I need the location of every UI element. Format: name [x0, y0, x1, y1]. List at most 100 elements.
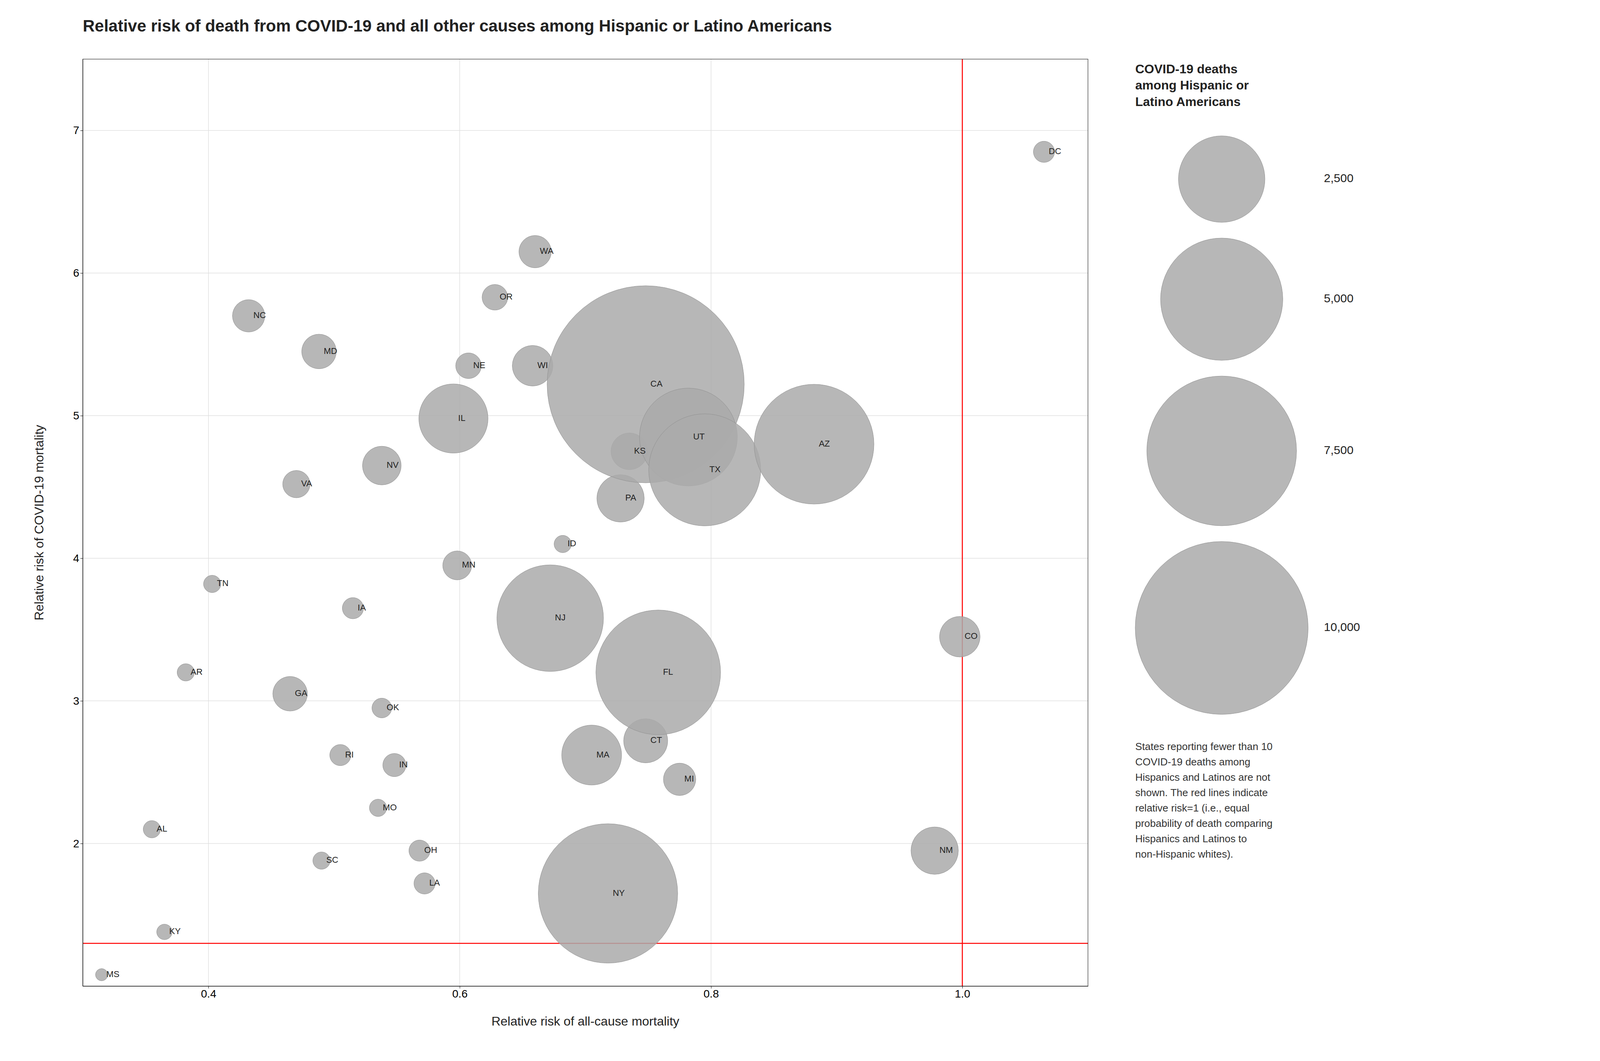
y-tick-mark: [80, 415, 83, 417]
grid-line-x: [459, 59, 461, 987]
y-tick: 5: [72, 409, 83, 422]
point-label: SC: [326, 854, 339, 865]
point-label: WI: [537, 360, 548, 371]
annotation-line: probability of death comparing: [1135, 817, 1273, 830]
annotation-line: shown. The red lines indicate: [1135, 786, 1268, 799]
grid-line-x: [962, 59, 963, 987]
legend-title-line: among Hispanic or: [1135, 78, 1249, 93]
legend-label: 5,000: [1324, 291, 1354, 305]
point-label: NY: [612, 888, 625, 898]
legend-title-line: Latino Americans: [1135, 94, 1241, 109]
annotation-line: Hispanics and Latinos to: [1135, 832, 1247, 845]
x-tick-label: 0.8: [703, 987, 719, 1001]
y-tick: 6: [72, 266, 83, 280]
x-tick: 0.8: [703, 986, 719, 1001]
y-tick-mark: [80, 273, 83, 274]
y-tick: 2: [72, 837, 83, 850]
legend-label: 10,000: [1324, 620, 1361, 634]
bubble: [497, 564, 604, 672]
y-tick: 3: [72, 694, 83, 708]
x-tick: 0.4: [201, 986, 217, 1001]
bubble: [939, 616, 980, 658]
x-axis-title: Relative risk of all-cause mortality: [491, 1014, 680, 1029]
legend-label: 7,500: [1324, 443, 1354, 457]
point-label: TX: [709, 464, 721, 475]
point-label: RI: [344, 749, 354, 760]
point-label: FL: [663, 666, 674, 677]
y-tick-mark: [80, 700, 83, 702]
point-label: MI: [684, 773, 694, 784]
plot-area: [82, 59, 1088, 987]
legend-bubble: [1135, 541, 1309, 715]
y-tick-label: 5: [72, 409, 80, 422]
point-label: TN: [216, 578, 229, 589]
point-label: IN: [399, 759, 408, 770]
title: Relative risk of death from COVID-19 and…: [82, 16, 833, 36]
annotation-line: States reporting fewer than 10: [1135, 740, 1273, 753]
legend-label: 2,500: [1324, 171, 1354, 185]
grid-line-y: [82, 700, 1088, 702]
y-tick: 4: [72, 552, 83, 565]
point-label: GA: [294, 688, 308, 699]
grid: [82, 59, 1088, 987]
bubble: [648, 413, 761, 526]
point-label: ID: [567, 538, 577, 549]
point-labels: MSKYALARTNNCGAVAMDSCIARINVOKINMOOHLAILMN…: [106, 146, 1062, 980]
annotation-line: COVID-19 deaths among: [1135, 756, 1251, 768]
legend-bubble: [1146, 376, 1297, 526]
grid-line-y: [82, 130, 1088, 131]
bubble: [512, 345, 554, 387]
point-label: NE: [473, 360, 486, 371]
point-label: CO: [964, 631, 978, 641]
plot-frame: [82, 59, 1088, 987]
grid-line-y: [82, 558, 1088, 559]
bubble: [419, 383, 489, 453]
bubble: [754, 384, 874, 505]
y-tick: 7: [72, 124, 83, 137]
point-label: KY: [169, 926, 181, 937]
point-label: NM: [939, 845, 953, 855]
point-label: AR: [190, 666, 203, 677]
point-label: KS: [634, 445, 646, 456]
point-label: IL: [458, 413, 466, 423]
bubble: [663, 763, 696, 796]
annotation-line: Hispanics and Latinos are not: [1135, 771, 1271, 784]
y-tick-label: 7: [72, 124, 80, 137]
bubble: [272, 676, 308, 712]
point-label: LA: [429, 877, 440, 888]
y-axis: 2 3 4 5 6 7: [72, 59, 83, 987]
x-tick: 0.6: [452, 986, 468, 1001]
point-label: AL: [156, 823, 168, 834]
bubble: [596, 610, 721, 735]
bubble: [95, 968, 108, 982]
annotation-line: non-Hispanic whites).: [1135, 848, 1234, 861]
annotation: States reporting fewer than 10 COVID-19 d…: [1135, 740, 1273, 861]
point-label: OR: [499, 291, 513, 302]
point-label: UT: [692, 431, 705, 442]
x-tick-label: 0.6: [452, 987, 468, 1001]
point-label: NJ: [555, 612, 566, 623]
y-tick-label: 3: [72, 694, 80, 708]
y-axis-line: [82, 59, 84, 987]
legend-title: COVID-19 deathsamong Hispanic orLatino A…: [1135, 61, 1249, 109]
grid-line-x: [208, 59, 209, 987]
point-label: MA: [596, 749, 610, 760]
x-tick-label: 0.4: [201, 987, 217, 1001]
bubble: [538, 823, 678, 964]
x-tick-label: 1.0: [954, 987, 971, 1001]
legend-title-line: COVID-19 deaths: [1135, 61, 1238, 77]
x-axis: 0.4 0.6 0.8 1.0: [83, 986, 1089, 1001]
y-tick-label: 4: [72, 552, 80, 565]
x-axis-line: [83, 986, 1089, 987]
y-tick-mark: [80, 558, 83, 559]
y-tick-mark: [80, 843, 83, 844]
y-tick-label: 2: [72, 837, 80, 850]
bubble: [910, 827, 959, 875]
x-tick: 1.0: [954, 986, 971, 1001]
point-label: OH: [424, 845, 438, 855]
legend-bubble: [1160, 238, 1283, 361]
point-label: MN: [461, 559, 476, 570]
point-label: AZ: [818, 438, 830, 449]
grid-line-y: [82, 272, 1088, 274]
legend-bubble: [1178, 135, 1265, 223]
